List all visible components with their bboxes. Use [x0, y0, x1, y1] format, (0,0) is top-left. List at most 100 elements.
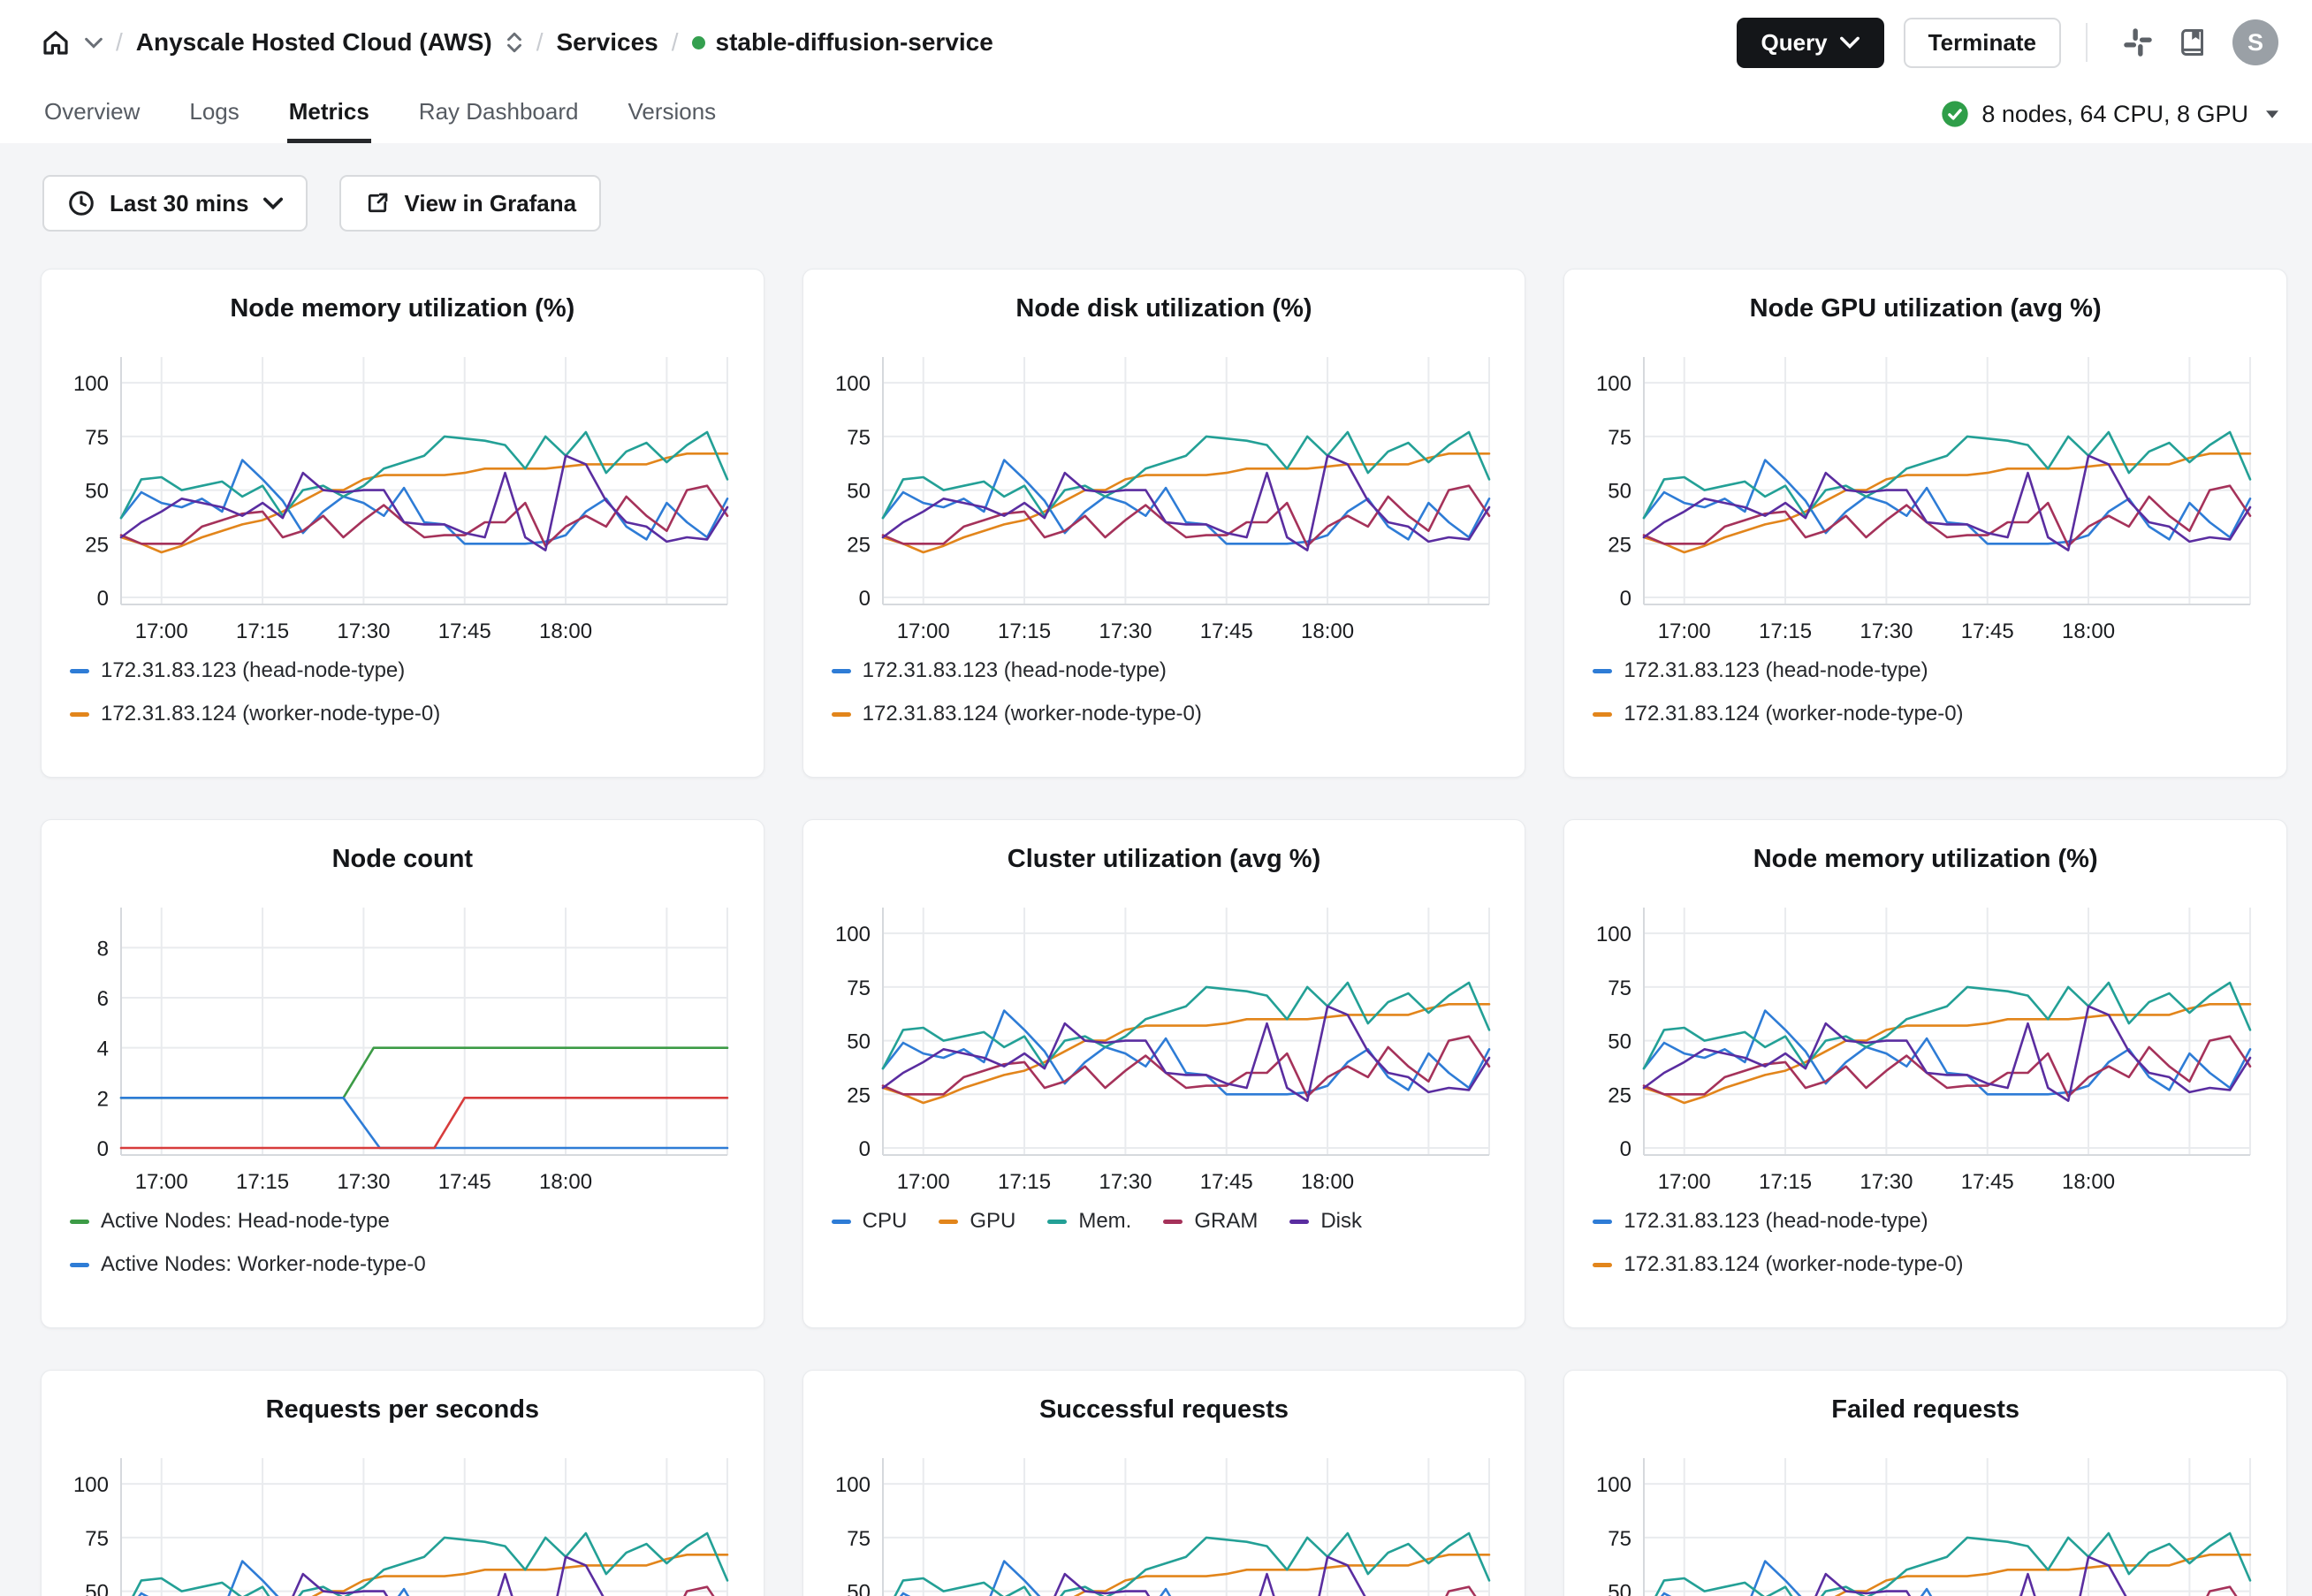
legend-label: GRAM	[1194, 1209, 1259, 1233]
tab-overview[interactable]: Overview	[44, 98, 141, 125]
x-axis-label: 17:00	[1658, 1170, 1711, 1194]
chart-legend: Active Nodes: Head-node-type Active Nodes…	[70, 1209, 742, 1277]
series-line-gpu	[1835, 1554, 2252, 1596]
chart-title: Node memory utilization (%)	[230, 294, 575, 323]
y-axis-label: 6	[97, 987, 109, 1011]
legend-item[interactable]: 172.31.83.124 (worker-node-type-0)	[1593, 1252, 2265, 1277]
legend-dash-icon	[70, 1262, 89, 1267]
legend-dash-icon	[1593, 711, 1613, 717]
y-axis-label: 25	[1609, 1083, 1632, 1107]
breadcrumb-separator: /	[671, 28, 679, 56]
selector-updown-icon[interactable]	[506, 31, 523, 54]
y-axis-label: 100	[1596, 923, 1631, 946]
series-line-gpu	[311, 1554, 729, 1596]
series-line-cpu	[881, 459, 1490, 545]
legend-dash-icon	[70, 668, 89, 673]
y-axis-label: 50	[1609, 480, 1632, 504]
chevron-down-icon[interactable]	[85, 37, 103, 49]
x-axis-label: 18:00	[2062, 1170, 2115, 1194]
y-axis-label: 25	[1609, 533, 1632, 557]
legend-item[interactable]: 172.31.83.124 (worker-node-type-0)	[1593, 702, 2265, 726]
series-line-cpu	[881, 1009, 1490, 1096]
legend-item[interactable]: Active Nodes: Worker-node-type-0	[70, 1252, 742, 1277]
legend-item[interactable]: 172.31.83.123 (head-node-type)	[1593, 658, 2265, 683]
x-axis-label: 17:30	[337, 619, 390, 643]
legend-item[interactable]: 172.31.83.123 (head-node-type)	[70, 658, 742, 683]
legend-dash-icon	[70, 711, 89, 717]
chart-title: Failed requests	[1831, 1395, 2020, 1424]
terminate-button[interactable]: Terminate	[1903, 17, 2061, 68]
clock-icon	[69, 191, 94, 216]
x-axis-label: 17:45	[1961, 619, 2014, 643]
x-axis-label: 18:00	[1301, 1170, 1354, 1194]
legend-item[interactable]: Disk	[1289, 1209, 1362, 1234]
y-axis-label: 100	[835, 1473, 871, 1497]
chart-title: Node memory utilization (%)	[1753, 845, 2098, 873]
legend-label: 172.31.83.123 (head-node-type)	[862, 658, 1167, 682]
tab-bar: Overview Logs Metrics Ray Dashboard Vers…	[0, 85, 2312, 143]
tab-ray-dashboard[interactable]: Ray Dashboard	[418, 98, 579, 125]
time-range-dropdown[interactable]: Last 30 mins	[42, 175, 308, 232]
legend-label: 172.31.83.124 (worker-node-type-0)	[1624, 702, 1964, 726]
view-in-grafana-button[interactable]: View in Grafana	[338, 175, 602, 232]
y-axis-label: 75	[847, 977, 871, 1000]
series-line-disk	[881, 454, 1490, 551]
y-axis-label: 50	[1609, 1030, 1632, 1054]
external-link-icon	[368, 193, 387, 213]
legend-dash-icon	[1593, 1219, 1613, 1224]
avatar-initial: S	[2247, 28, 2263, 56]
legend-item[interactable]: Mem.	[1047, 1209, 1131, 1234]
caret-down-icon	[2266, 110, 2278, 118]
legend-dash-icon	[1593, 668, 1613, 673]
tab-logs[interactable]: Logs	[189, 98, 240, 125]
legend-label: GPU	[970, 1209, 1016, 1233]
service-status-dot	[691, 35, 705, 49]
cluster-status-dropdown[interactable]: 8 nodes, 64 CPU, 8 GPU	[1941, 85, 2278, 143]
x-axis-label: 17:30	[1099, 1170, 1152, 1194]
legend-item[interactable]: 172.31.83.123 (head-node-type)	[1593, 1209, 2265, 1234]
query-button[interactable]: Query	[1736, 17, 1884, 68]
y-axis-label: 4	[97, 1037, 109, 1061]
series-line-gram	[1643, 484, 2252, 547]
y-axis-label: 75	[85, 426, 109, 450]
chart-card-successful-requests: Successful requests 025507510017:0017:15…	[802, 1370, 1526, 1596]
y-axis-label: 75	[85, 1527, 109, 1551]
y-axis-label: 100	[73, 1473, 109, 1497]
breadcrumb-cloud[interactable]: Anyscale Hosted Cloud (AWS)	[135, 28, 492, 56]
legend-item[interactable]: 172.31.83.124 (worker-node-type-0)	[70, 702, 742, 726]
legend-item[interactable]: 172.31.83.124 (worker-node-type-0)	[831, 702, 1504, 726]
legend-item[interactable]: GRAM	[1163, 1209, 1258, 1234]
y-axis-label: 50	[85, 1581, 109, 1596]
chart-card-node-gpu: Node GPU utilization (avg %) 0 25 50 75 100 1…	[1563, 269, 2287, 778]
breadcrumb-services[interactable]: Services	[556, 28, 658, 56]
series-line-disk	[1643, 1005, 2252, 1102]
x-axis-label: 17:30	[1860, 1170, 1913, 1194]
docs-book-icon[interactable]	[2177, 27, 2209, 58]
time-range-label: Last 30 mins	[110, 189, 249, 217]
breadcrumb-service-name[interactable]: stable-diffusion-service	[715, 28, 993, 56]
home-icon[interactable]	[40, 27, 72, 58]
chart-card-node-memory-2: Node memory utilization (%) 0 25 50 75 100 17…	[1563, 819, 2287, 1328]
legend-item[interactable]: Active Nodes: Head-node-type	[70, 1209, 742, 1234]
legend-label: CPU	[862, 1209, 908, 1233]
chart-card-requests-per-second: Requests per seconds 025507510017:0017:1…	[41, 1370, 764, 1596]
tab-metrics[interactable]: Metrics	[286, 85, 371, 143]
y-axis-label: 50	[1609, 1581, 1632, 1596]
slack-icon[interactable]	[2122, 27, 2154, 58]
legend-item[interactable]: GPU	[939, 1209, 1015, 1234]
series-line-gpu	[1643, 1003, 2252, 1105]
legend-item[interactable]: 172.31.83.123 (head-node-type)	[831, 658, 1504, 683]
tab-versions[interactable]: Versions	[627, 98, 717, 125]
chart-legend: CPU GPU Mem. GRAM Disk	[831, 1209, 1504, 1234]
avatar[interactable]: S	[2232, 19, 2278, 65]
legend-item[interactable]: CPU	[831, 1209, 908, 1234]
legend-dash-icon	[70, 1219, 89, 1224]
legend-label: Disk	[1320, 1209, 1363, 1233]
series-line-gram	[881, 1035, 1490, 1098]
